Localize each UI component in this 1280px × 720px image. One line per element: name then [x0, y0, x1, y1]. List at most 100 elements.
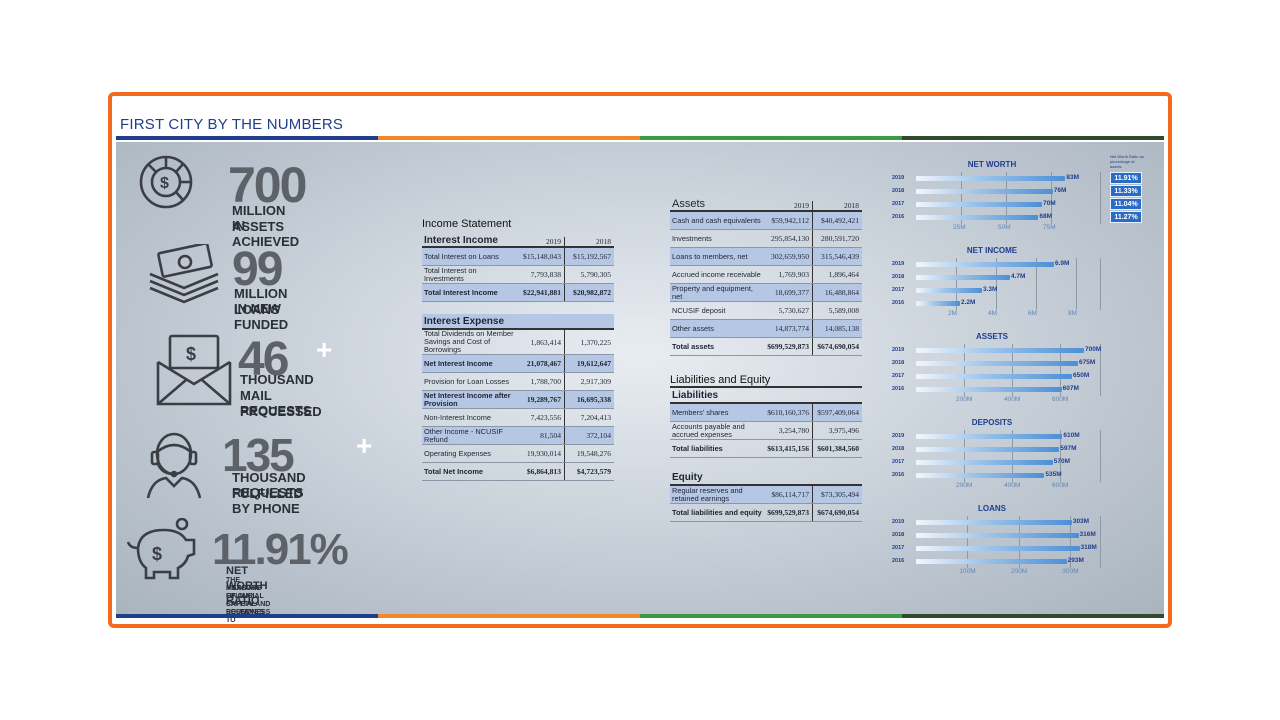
- bar: [916, 189, 1053, 194]
- value-2018: $15,192,567: [564, 248, 614, 265]
- x-tick-label: 8M: [1068, 310, 1078, 317]
- headset-agent-icon: [146, 432, 202, 499]
- svg-text:$: $: [186, 344, 196, 364]
- value-2018: 14,085,138: [812, 320, 862, 337]
- bar-value-label: 570M: [1053, 458, 1071, 465]
- gridline: [1076, 258, 1077, 310]
- value-2019: $699,529,873: [767, 342, 809, 351]
- x-tick-label: 25M: [953, 224, 966, 231]
- table-row: Total Net Income $6,864,813 $4,723,579: [422, 463, 614, 481]
- row-label: Total Net Income: [424, 466, 483, 476]
- liabilities-heading: Liabilities: [670, 388, 862, 404]
- stat-number: 700: [228, 157, 307, 213]
- value-2019: $59,942,112: [771, 216, 809, 225]
- row-label: Accounts payable and accrued expenses: [672, 421, 745, 439]
- x-tick-label: 200M: [1010, 568, 1028, 575]
- gridline: [967, 516, 969, 568]
- y-category-label: 2019: [892, 175, 905, 181]
- equity-rows: Regular reserves and retained earnings $8…: [670, 486, 862, 522]
- gridline: [1060, 344, 1061, 396]
- bar: [916, 520, 1072, 525]
- value-2018: $674,690,054: [812, 504, 862, 521]
- table-row: Provision for Loan Losses 1,788,700 2,917,…: [422, 373, 614, 391]
- bar-value-label: 650M: [1073, 372, 1090, 379]
- interest-expense-heading: Interest Expense: [422, 314, 614, 330]
- x-tick-label: 600M: [1052, 396, 1069, 403]
- stat-number: 46: [238, 333, 289, 386]
- x-tick-label: 600M: [1052, 482, 1069, 489]
- value-2019: 19,930,014: [526, 449, 561, 458]
- bar-value-label: 675M: [1079, 359, 1096, 366]
- row-label: Total liabilities and equity: [672, 507, 762, 517]
- y-category-label: 2016: [892, 300, 905, 306]
- value-2018: $40,492,421: [812, 212, 862, 229]
- bar-value-label: 83M: [1066, 174, 1080, 181]
- value-2019: 1,863,414: [530, 337, 561, 347]
- piggy-bank-icon: $: [126, 518, 196, 580]
- table-row: Non-Interest Income 7,423,556 7,204,413: [422, 409, 614, 427]
- row-label: Investments: [672, 233, 712, 243]
- svg-text:$: $: [160, 175, 169, 192]
- value-2018: $601,384,560: [812, 440, 862, 457]
- chart-title: NET WORTH: [967, 160, 1017, 169]
- row-label: Net Interest Income after Provision: [424, 390, 511, 408]
- stat-caption-line1: THOUSAND REQUESTS: [232, 470, 306, 500]
- value-2018: 1,896,464: [812, 266, 862, 283]
- col-2019: 2019: [794, 201, 809, 210]
- value-2018: 19,548,276: [564, 445, 614, 462]
- value-2018: 1,370,225: [564, 330, 614, 354]
- svg-text:$: $: [152, 544, 162, 564]
- assets-heading: Assets: [672, 198, 706, 210]
- row-label: Loans to members, net: [672, 251, 748, 261]
- value-2019: 5,730,627: [778, 306, 809, 315]
- value-2018: $20,982,872: [564, 284, 614, 301]
- table-row: Net Interest Income after Provision 19,28…: [422, 391, 614, 409]
- row-label: Total Interest Income: [424, 287, 498, 297]
- y-category-label: 2017: [892, 373, 905, 379]
- y-category-label: 2017: [892, 201, 905, 207]
- col-2019: 2019: [546, 237, 561, 246]
- value-2019: 1,788,700: [530, 377, 561, 386]
- bar: [916, 176, 1066, 181]
- bar-value-label: 76M: [1053, 187, 1067, 194]
- bar-value-label: 68M: [1039, 213, 1053, 220]
- y-category-label: 2019: [892, 519, 905, 525]
- bar: [916, 473, 1045, 478]
- y-category-label: 2019: [892, 347, 905, 353]
- bar-value-label: 316M: [1079, 531, 1096, 538]
- value-2018: $4,723,579: [564, 463, 614, 480]
- content-panel: $ 700 MILLION IN ASSETS ACHIEVED 99 MILL…: [116, 142, 1164, 624]
- value-2019: $22,941,881: [523, 288, 561, 297]
- bar-value-label: 3.3M: [983, 286, 998, 293]
- value-2019: 3,254,780: [778, 426, 809, 435]
- assets-header: Assets 2019 2018: [670, 192, 862, 212]
- value-2018: 5,589,008: [812, 302, 862, 319]
- y-category-label: 2019: [892, 261, 905, 267]
- table-row: Regular reserves and retained earnings $8…: [670, 486, 862, 504]
- bar: [916, 202, 1042, 207]
- table-row: Cash and cash equivalents $59,942,112 $40,…: [670, 212, 862, 230]
- stat-caption-line2: THE MEASURE OF OUR CAPITAL RESERVES TO: [226, 577, 264, 624]
- table-row: Members' shares $610,160,376 $597,409,064: [670, 404, 862, 422]
- bar: [916, 533, 1079, 538]
- bottom-color-strip: [116, 614, 1164, 618]
- gridline: [1051, 172, 1052, 224]
- interest-expense-rows: Total Dividends on Member Savings and Co…: [422, 330, 614, 481]
- stat-caption-line2: ASSETS ACHIEVED: [232, 219, 300, 249]
- table-row: Property and equipment, net 18,699,377 16,…: [670, 284, 862, 302]
- bar-value-label: 6.9M: [1055, 260, 1070, 267]
- value-2019: $610,160,376: [767, 408, 809, 417]
- y-category-label: 2016: [892, 386, 905, 392]
- bar: [916, 275, 1010, 280]
- equity-heading: Equity: [670, 470, 862, 486]
- table-row: Accounts payable and accrued expenses 3,2…: [670, 422, 862, 440]
- chart-net-income: NET INCOME 2M 4M 6M 8M 2019 6.9M 2018 4.7M 2017 3.…: [892, 246, 1132, 330]
- row-label: Total Dividends on Member Savings and Co…: [424, 329, 514, 354]
- x-tick-label: 400M: [1004, 482, 1021, 489]
- row-label: Property and equipment, net: [672, 283, 753, 301]
- value-2018: 3,975,496: [812, 422, 862, 439]
- value-2019: 21,078,467: [526, 359, 561, 368]
- x-tick-label: 100M: [959, 568, 976, 575]
- dollar-coin-pie-icon: $: [139, 155, 193, 209]
- ratio-badge: 11.33%: [1110, 185, 1142, 197]
